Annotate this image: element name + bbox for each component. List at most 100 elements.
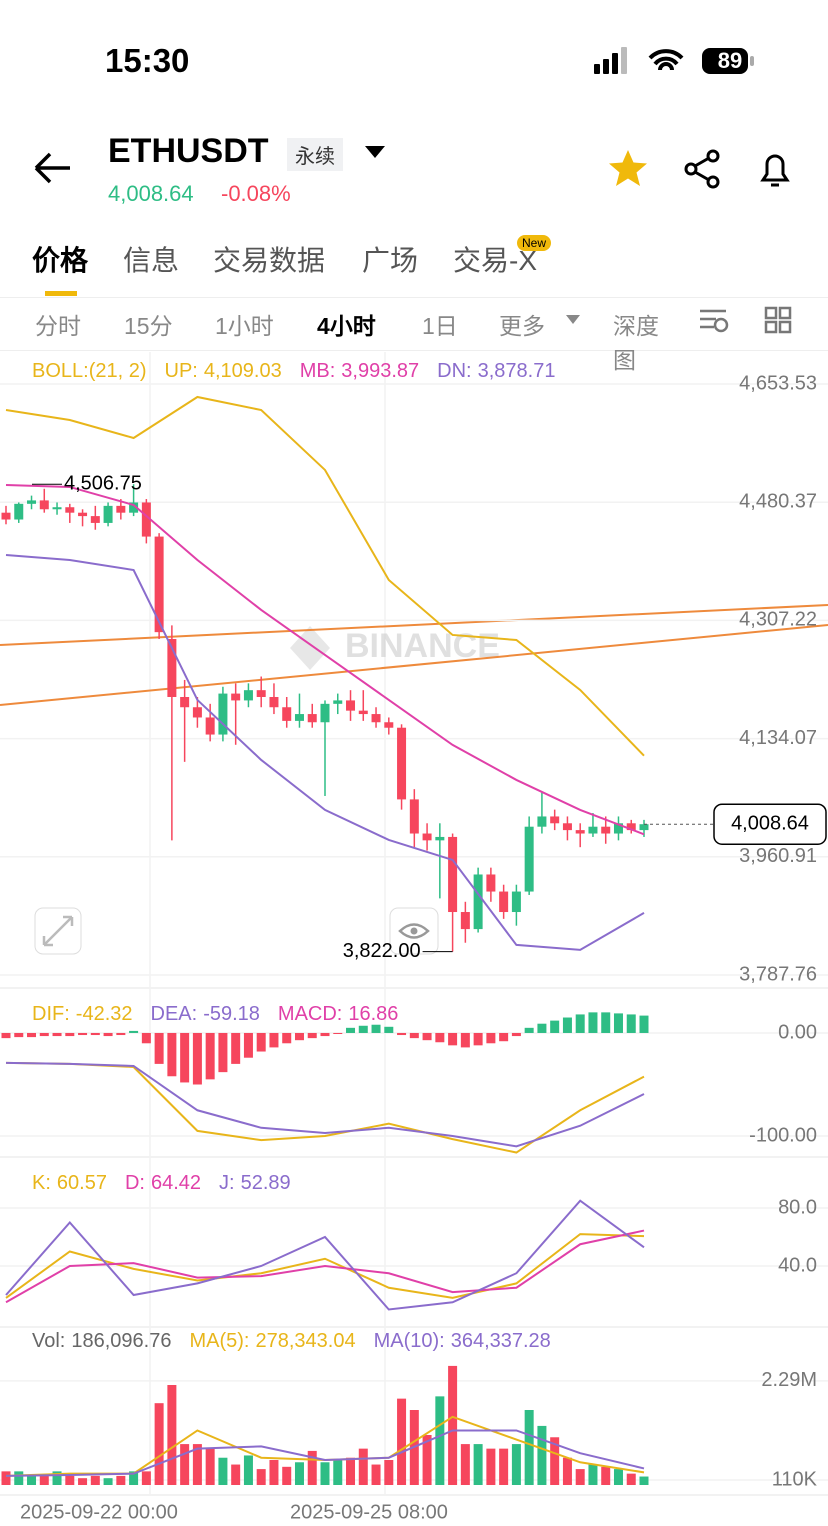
- candle-body: [588, 826, 598, 834]
- legend-value: 278,343.04: [255, 1330, 356, 1352]
- volume-bar: [524, 1410, 534, 1485]
- macd-legend: DIF: -42.32 DEA: -59.18 MACD: 16.86: [32, 1003, 398, 1026]
- candle-body: [154, 536, 164, 633]
- y-tick-label: 4,480.37: [739, 490, 817, 512]
- macd-bar: [473, 1032, 483, 1046]
- legend-value: 64.42: [150, 1172, 202, 1194]
- macd-bar: [333, 1032, 343, 1035]
- tab[interactable]: 价格: [32, 245, 89, 276]
- candle-body: [218, 693, 228, 735]
- volume-bar: [90, 1475, 100, 1485]
- macd-bar: [205, 1032, 215, 1080]
- volume-bar: [116, 1475, 126, 1485]
- volume-bar: [435, 1396, 445, 1485]
- volume-bar: [639, 1476, 649, 1485]
- boll-legend: BOLL:(21, 2) UP: 4,109.03 MB: 3,993.87 DN: 3,8…: [32, 360, 555, 383]
- candle-body: [409, 799, 419, 834]
- symbol[interactable]: ETHUSDT: [108, 132, 269, 170]
- volume-bar: [307, 1450, 317, 1485]
- macd-bar: [499, 1032, 509, 1042]
- volume-bar: [65, 1475, 75, 1485]
- macd-bar: [588, 1012, 598, 1033]
- macd-bar: [192, 1032, 202, 1085]
- candle-body: [14, 503, 24, 520]
- low-label: 3,822.00: [343, 940, 421, 962]
- more-arrow: [566, 315, 580, 324]
- legend-value: 186,096.76: [71, 1330, 172, 1352]
- legend-value: 4,109.03: [203, 360, 282, 382]
- volume-bar: [460, 1444, 470, 1485]
- macd-bar: [167, 1032, 177, 1077]
- macd-bar: [601, 1012, 611, 1033]
- candle-body: [537, 816, 547, 827]
- volume-bar: [397, 1398, 407, 1485]
- back[interactable]: [30, 150, 74, 186]
- candle-body: [256, 690, 266, 697]
- header-icons[interactable]: [605, 146, 805, 192]
- macd-bar: [626, 1014, 636, 1033]
- volume-bar: [626, 1473, 636, 1485]
- macd-bar: [639, 1015, 649, 1033]
- y-tick-label: -100.00: [749, 1124, 817, 1146]
- interval[interactable]: 1日: [422, 313, 458, 339]
- header-price: 4,008.64: [108, 181, 194, 206]
- tab[interactable]: 广场: [362, 245, 419, 276]
- macd-bar: [613, 1013, 623, 1033]
- volume-bar: [269, 1460, 279, 1485]
- volume-bar: [39, 1475, 49, 1485]
- legend-item: DN: 3,878.71: [437, 360, 556, 382]
- legend-value: 52.89: [240, 1172, 291, 1194]
- battery: 89: [717, 48, 743, 73]
- interval[interactable]: 1小时: [215, 313, 274, 339]
- legend-item: MA(10): 364,337.28: [373, 1330, 551, 1352]
- tab[interactable]: 交易-X: [453, 245, 538, 276]
- macd-bar: [1, 1032, 11, 1039]
- macd-bar: [14, 1032, 24, 1038]
- legend-value: -59.18: [203, 1003, 260, 1025]
- interval[interactable]: 4小时: [317, 313, 376, 339]
- macd-bar: [78, 1032, 88, 1036]
- volume-bar: [218, 1457, 228, 1485]
- tab[interactable]: 交易数据: [213, 245, 326, 276]
- interval[interactable]: 15分: [124, 313, 173, 339]
- volume-bar: [282, 1466, 292, 1485]
- macd-bar: [256, 1032, 266, 1052]
- candle-body: [307, 714, 317, 723]
- macd-bar: [550, 1020, 560, 1033]
- new-badge: New: [517, 235, 552, 251]
- candle-body: [511, 891, 521, 913]
- macd-bar: [294, 1032, 304, 1041]
- candle-body: [639, 824, 649, 831]
- dropdown[interactable]: [364, 145, 386, 159]
- interval[interactable]: 深度图: [613, 313, 659, 373]
- macd-bar: [129, 1030, 139, 1033]
- candle-body: [435, 836, 445, 841]
- candle-body: [626, 823, 636, 831]
- toolbar-icons[interactable]: [696, 305, 816, 337]
- indicator-line: [5, 1061, 645, 1154]
- divider: [0, 350, 828, 351]
- kdj-legend: K: 60.57 D: 64.42 J: 52.89: [32, 1172, 291, 1195]
- legend-value: 60.57: [56, 1172, 107, 1194]
- macd-bar: [422, 1032, 432, 1041]
- interval[interactable]: 更多: [499, 313, 545, 339]
- legend-item: Vol: 186,096.76: [32, 1330, 172, 1352]
- volume-bar: [550, 1437, 560, 1485]
- interval[interactable]: 分时: [35, 313, 81, 339]
- candle-body: [320, 703, 330, 723]
- candle-body: [90, 516, 100, 523]
- legend-item: DIF: -42.32: [32, 1003, 133, 1025]
- volume-bar: [346, 1457, 356, 1485]
- y-tick-label: 3,787.76: [739, 963, 817, 985]
- legend-item: MACD: 16.86: [277, 1003, 399, 1025]
- candle-body: [116, 505, 126, 513]
- candle-body: [27, 500, 37, 504]
- macd-bar: [307, 1032, 317, 1039]
- indicator-line: [5, 1061, 645, 1148]
- legend-value: 16.86: [348, 1003, 399, 1025]
- y-tick-label: 4,134.07: [739, 727, 817, 749]
- volume-bar: [154, 1403, 164, 1485]
- candle-body: [129, 502, 139, 513]
- volume-bar: [256, 1469, 266, 1485]
- tab[interactable]: 信息: [123, 245, 180, 276]
